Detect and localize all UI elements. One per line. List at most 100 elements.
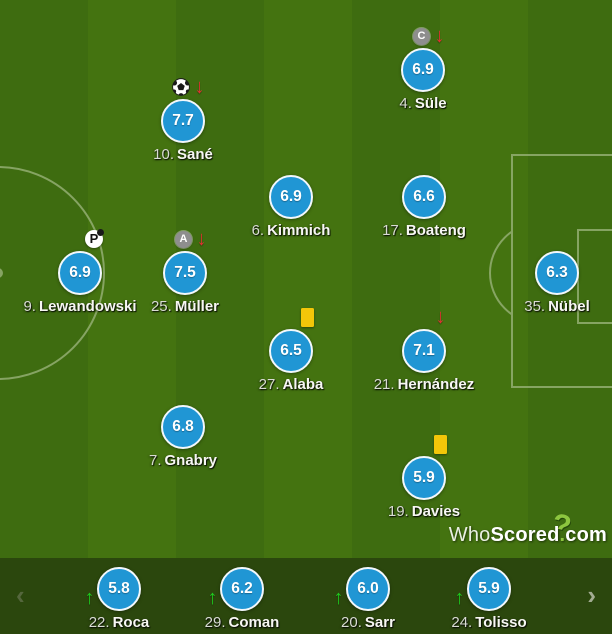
player-rating-circle[interactable]: 5.9 [402, 456, 446, 500]
player-rating: 7.5 [174, 264, 196, 281]
player-rating-circle[interactable]: 6.5 [269, 329, 313, 373]
player-shirt-number: 7. [148, 452, 162, 469]
player-badges [434, 435, 447, 455]
player-last-name: Roca [112, 614, 150, 631]
player-shirt-number: 6. [251, 222, 265, 239]
player-rating-circle[interactable]: 6.2 [220, 567, 264, 611]
logo-who: Who [448, 524, 491, 546]
yellow-card-icon [301, 308, 314, 327]
player-rating: 5.9 [478, 580, 500, 597]
player-name: 22. Roca [44, 614, 194, 631]
player-name: 24. Tolisso [414, 614, 564, 631]
player-rating: 6.9 [412, 61, 434, 78]
player-sane[interactable]: ↓ 7.7 10. Sané [108, 77, 258, 163]
player-rating: 7.7 [172, 112, 194, 129]
player-roca[interactable]: ↑ 5.8 22. Roca [44, 567, 194, 631]
player-rating: 7.1 [413, 342, 435, 359]
bench-bar: ‹ ↑ 5.8 22. Roca ↑ 6.2 29. Coman ↑ 6.0 20.… [0, 558, 612, 634]
sub-on-arrow-icon: ↑ [84, 587, 95, 609]
player-badges: ↓ [434, 307, 447, 328]
player-kimmich[interactable]: 6.9 6. Kimmich [216, 175, 366, 239]
center-circle [0, 166, 105, 380]
player-muller[interactable]: A ↓ 7.5 25. Müller [110, 229, 260, 315]
player-last-name: Sané [177, 146, 213, 163]
player-badges: C ↓ [413, 25, 446, 47]
logo-scored: Scored [490, 524, 560, 546]
player-rating-circle[interactable]: 6.9 [269, 175, 313, 219]
goal-ball-icon [172, 78, 190, 96]
player-rating: 6.2 [231, 580, 253, 597]
player-badges: ↑ [206, 587, 219, 609]
sub-on-arrow-icon: ↑ [207, 587, 218, 609]
player-rating: 6.6 [413, 188, 435, 205]
player-shirt-number: 27. [258, 376, 280, 393]
player-shirt-number: 24. [451, 614, 473, 631]
penalty-box [511, 154, 612, 388]
sub-off-arrow-icon: ↓ [434, 25, 445, 47]
player-name: 29. Coman [167, 614, 317, 631]
player-shirt-number: 17. [382, 222, 403, 239]
player-last-name: Kimmich [267, 222, 331, 239]
player-sule[interactable]: C ↓ 6.9 4. Süle [348, 26, 498, 112]
pitch: C ↓ 6.9 4. Süle ↓ 7.7 10. Sané 6.9 6. Kimmic… [0, 0, 612, 558]
player-last-name: Davies [411, 503, 461, 520]
player-shirt-number: 22. [88, 614, 110, 631]
sub-on-arrow-icon: ↑ [333, 587, 344, 609]
player-badges: ↑ [453, 588, 466, 609]
player-davies[interactable]: 5.9 19. Davies [349, 435, 499, 520]
logo-com: com [565, 524, 607, 546]
player-tolisso[interactable]: ↑ 5.9 24. Tolisso [414, 567, 564, 631]
assist-icon: A [175, 231, 192, 248]
player-shirt-number: 25. [150, 298, 172, 315]
player-sarr[interactable]: ↑ 6.0 20. Sarr [293, 567, 443, 631]
player-rating: 5.9 [413, 469, 435, 486]
player-rating-circle[interactable]: 7.7 [161, 99, 205, 143]
player-coman[interactable]: ↑ 6.2 29. Coman [167, 567, 317, 631]
player-boateng[interactable]: 6.6 17. Boateng [349, 175, 499, 239]
player-shirt-number: 20. [341, 614, 362, 631]
player-alaba[interactable]: 6.5 27. Alaba [216, 308, 366, 393]
player-last-name: Alaba [282, 376, 324, 393]
player-rating-circle[interactable]: 5.8 [97, 567, 141, 611]
player-badges: A ↓ [175, 228, 208, 250]
player-shirt-number: 19. [387, 503, 409, 520]
penalty-goal-icon: P [85, 229, 104, 248]
player-rating-circle[interactable]: 7.5 [163, 251, 207, 295]
player-hernandez[interactable]: ↓ 7.1 21. Hernández [349, 307, 499, 393]
player-name: 10. Sané [108, 146, 258, 163]
sub-off-arrow-icon: ↓ [196, 228, 207, 250]
whoscored-logo[interactable]: WhoScored.com ? [448, 508, 607, 547]
player-rating: 6.3 [546, 264, 568, 281]
player-name: 25. Müller [110, 298, 260, 315]
player-name: 35. Nübel [482, 298, 612, 315]
penalty-arc [489, 230, 512, 316]
player-badges: P [85, 229, 104, 250]
player-lewandowski[interactable]: P 6.9 9. Lewandowski [5, 229, 155, 315]
player-rating-circle[interactable]: 6.9 [401, 48, 445, 92]
player-rating: 6.0 [357, 580, 379, 597]
player-rating-circle[interactable]: 6.3 [535, 251, 579, 295]
player-badges: ↓ [172, 76, 206, 98]
player-rating-circle[interactable]: 6.8 [161, 405, 205, 449]
player-rating-circle[interactable]: 6.6 [402, 175, 446, 219]
sub-off-arrow-icon: ↓ [194, 76, 205, 98]
player-last-name: Müller [174, 298, 220, 315]
player-last-name: Süle [414, 95, 447, 112]
player-gnabry[interactable]: 6.8 7. Gnabry [108, 405, 258, 469]
player-badges: ↑ [332, 587, 345, 609]
player-shirt-number: 4. [399, 95, 412, 112]
player-nubel[interactable]: 6.3 35. Nübel [482, 251, 612, 315]
player-name: 17. Boateng [349, 222, 499, 239]
player-last-name: Tolisso [475, 614, 527, 631]
player-last-name: Gnabry [164, 452, 218, 469]
chevron-left-icon[interactable]: ‹ [16, 580, 25, 610]
player-name: 9. Lewandowski [5, 298, 155, 315]
player-rating-circle[interactable]: 6.0 [346, 567, 390, 611]
player-last-name: Hernández [397, 376, 475, 393]
player-rating-circle[interactable]: 6.9 [58, 251, 102, 295]
player-rating-circle[interactable]: 5.9 [467, 567, 511, 611]
player-rating-circle[interactable]: 7.1 [402, 329, 446, 373]
chevron-right-icon[interactable]: › [587, 580, 596, 610]
player-last-name: Sarr [364, 614, 395, 631]
